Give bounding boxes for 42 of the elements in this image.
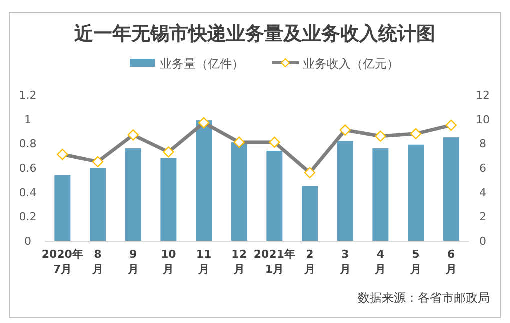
bar xyxy=(302,186,318,241)
y2-tick-label: 4 xyxy=(480,186,486,200)
x-tick-label: 5 月 xyxy=(410,248,422,276)
y2-tick-label: 6 xyxy=(480,162,486,175)
bar xyxy=(337,141,354,241)
source-note: 数据来源：各省市邮政局 xyxy=(358,291,490,305)
y2-tick-label: 8 xyxy=(480,138,486,151)
bar xyxy=(231,142,248,241)
y-tick-label: 0.8 xyxy=(19,138,37,151)
chart-title: 近一年无锡市快递业务量及业务收入统计图 xyxy=(74,23,436,45)
bar xyxy=(90,168,106,241)
y2-tick-label: 12 xyxy=(476,89,490,102)
y2-tick-label: 10 xyxy=(476,113,490,126)
y-tick-label: 1 xyxy=(24,113,32,126)
y-tick-label: 0 xyxy=(24,235,32,248)
y-tick-label: 0.4 xyxy=(19,186,37,200)
x-tick-label: 4 月 xyxy=(374,248,386,276)
x-tick-label: 6 月 xyxy=(444,248,457,276)
bar xyxy=(408,144,424,241)
bar xyxy=(266,150,283,241)
y-tick-label: 1.2 xyxy=(19,89,37,102)
x-tick-label: 2020年 7月 xyxy=(42,248,84,276)
x-tick-label: 11 月 xyxy=(196,248,212,276)
bar xyxy=(54,175,71,241)
y2-tick-label: 2 xyxy=(480,210,486,224)
x-tick-label: 3 月 xyxy=(338,248,351,276)
x-tick-label: 2 月 xyxy=(304,248,316,276)
y-tick-label: 0.2 xyxy=(19,210,37,224)
x-tick-label: 9 月 xyxy=(126,248,139,276)
bar xyxy=(196,120,212,241)
legend-label: 业务收入（亿元） xyxy=(303,57,399,71)
x-tick-label: 10 月 xyxy=(161,248,177,276)
bar xyxy=(160,158,177,241)
legend-label: 业务量（亿件） xyxy=(160,57,244,71)
x-tick-label: 2021年 1月 xyxy=(254,248,296,276)
y-tick-label: 0.6 xyxy=(19,162,37,175)
x-tick-label: 8 月 xyxy=(92,248,104,276)
x-tick-label: 12 月 xyxy=(232,248,247,276)
bar xyxy=(443,138,460,241)
y2-tick-label: 0 xyxy=(480,235,486,248)
bar xyxy=(372,148,389,241)
bar xyxy=(125,148,142,241)
